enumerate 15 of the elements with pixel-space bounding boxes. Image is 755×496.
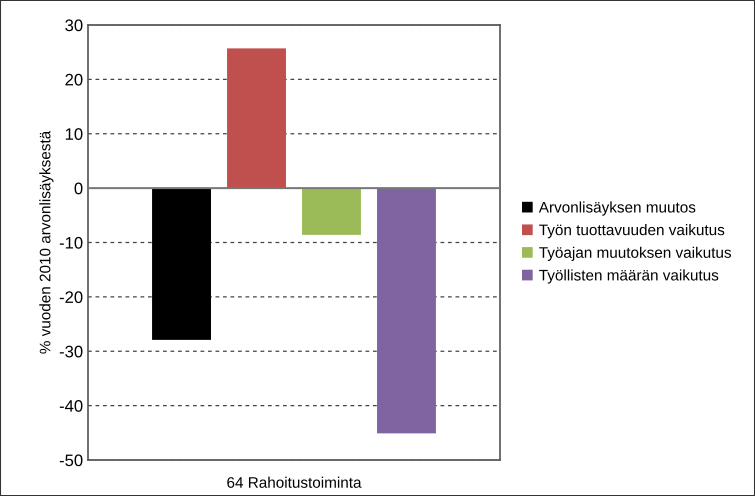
legend-label: Työllisten määrän vaikutus (539, 269, 718, 284)
y-tick-label: -50 (60, 454, 82, 466)
y-tick-label: 0 (74, 182, 82, 194)
y-tick-label: -10 (60, 236, 82, 249)
legend-label: Työn tuottavuuden vaikutus (539, 224, 724, 238)
y-axis-title: % vuoden 2010 arvonlisäyksestä (39, 130, 54, 354)
legend-label: Arvonlisäyksen muutos (538, 201, 696, 216)
y-tick-label: 20 (65, 74, 82, 86)
y-tick-label: 10 (66, 128, 82, 140)
y-tick-label: -20 (60, 291, 82, 304)
legend-label: Työajan muutoksen vaikutus (539, 246, 732, 261)
x-tick-label: 64 Rahoitustoiminta (227, 476, 362, 488)
y-tick-label: -40 (60, 400, 82, 412)
y-tick-label: -30 (60, 346, 82, 358)
y-tick-label: 30 (65, 19, 82, 32)
